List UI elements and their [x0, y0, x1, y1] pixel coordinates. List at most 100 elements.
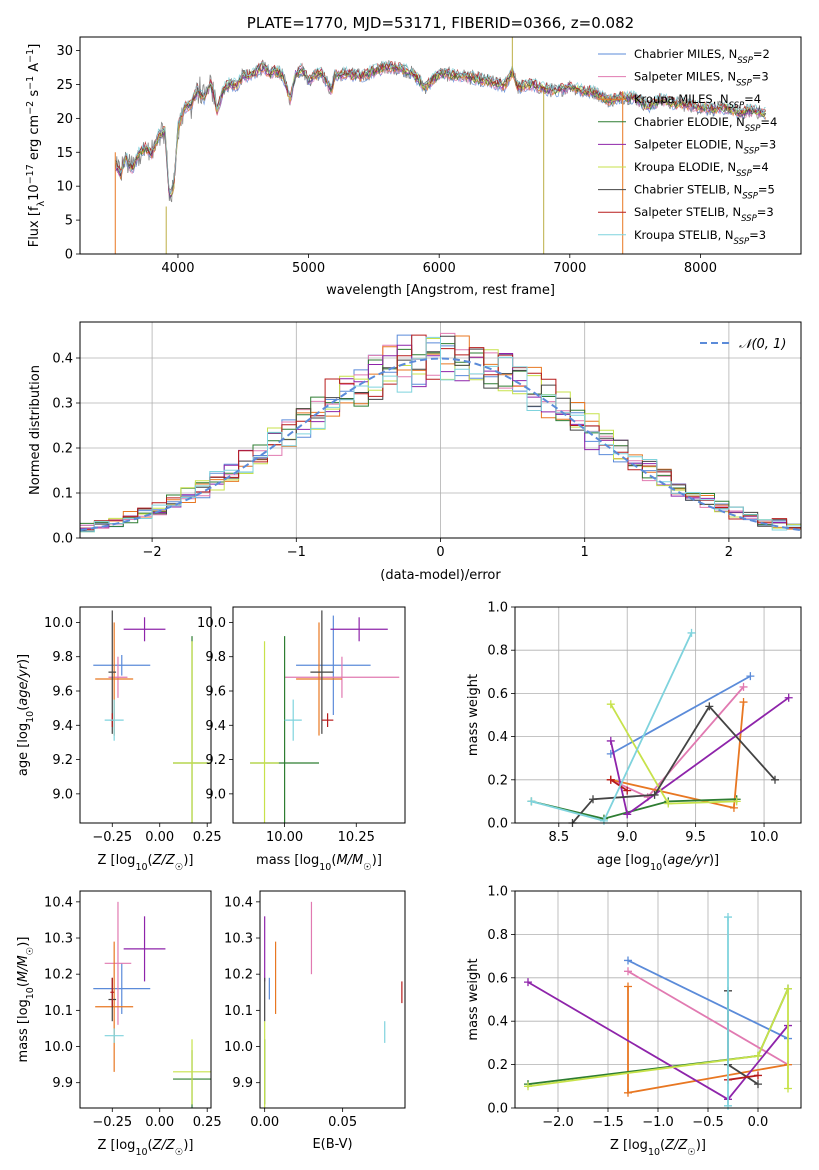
y-tick-label: 10.0 — [224, 1040, 253, 1055]
errorbar-salpeter_elodie — [330, 617, 388, 642]
label-part: 10 — [25, 711, 36, 723]
weight-series-chabrier_stelib — [571, 704, 776, 824]
weight-point-chabrier_stelib — [589, 795, 597, 804]
errorbar-salpeter_miles — [108, 656, 128, 698]
x-axis-label: Z [log10(Z/Z☉)] — [97, 1138, 193, 1158]
weight-point-salpeter_stelib — [606, 775, 615, 784]
x-axis-label: wavelength [Angstrom, rest frame] — [326, 283, 555, 298]
legend-tail: =2 — [753, 47, 770, 61]
legend-tail: =4 — [760, 115, 777, 129]
legend-entry: Kroupa MILES, NSSP=4 — [634, 92, 761, 111]
legend-entry: 𝒩(0, 1) — [739, 337, 786, 352]
label-part: log — [299, 853, 319, 868]
errorbar-kroupa_elodie — [250, 641, 279, 823]
legend-sub: SSP — [744, 146, 760, 156]
y-tick-label: 0.3 — [52, 397, 73, 412]
axes-3: 10.00 10.25 9.0 9.2 9.4 9.6 9.8 10.0 — [197, 616, 375, 845]
weight-lines — [527, 628, 793, 827]
weight-point-chabrier_stelib — [705, 702, 714, 711]
label-part: ( — [660, 1138, 665, 1153]
axes-frame — [514, 606, 802, 824]
y-tick-label: 1.0 — [487, 601, 508, 616]
label-part: ☉ — [175, 1147, 184, 1158]
weight-point-salpeter_elodie — [524, 978, 532, 987]
y-tick-label: 0.6 — [487, 971, 508, 986]
x-tick-label: 5000 — [292, 261, 325, 276]
weight-point-chabrier_miles — [746, 672, 755, 681]
label-part: erg cm — [27, 115, 42, 164]
y-tick-label: 10.3 — [44, 932, 73, 947]
x-tick-label: 0.05 — [328, 1115, 357, 1130]
y-tick-label: 9.2 — [52, 753, 73, 768]
y-axis-label: age [log10(age/yr)] — [16, 654, 36, 776]
label-part: ☉ — [687, 1147, 696, 1158]
axes-6: 0.00 0.05 9.9 10.0 10.1 10.2 10.3 10.4 — [224, 895, 357, 1130]
legend-entry: Kroupa ELODIE, NSSP=4 — [634, 160, 769, 179]
errorbar-salpeter_elodie — [123, 617, 166, 642]
y-tick-label: 10.1 — [44, 1004, 73, 1019]
legend-label: Kroupa STELIB, N — [634, 228, 734, 242]
errorbar-kroupa_stelib — [104, 699, 124, 741]
label-part: age/yr — [16, 662, 31, 705]
legend-sub: SSP — [745, 124, 761, 134]
x-tick-label: 10.00 — [266, 830, 303, 845]
legend-tail: =3 — [749, 228, 766, 242]
y-tick-label: 0.8 — [487, 928, 508, 943]
legend-tail: =3 — [757, 205, 774, 219]
model-chabrier_stelib — [115, 61, 766, 195]
axes-frame — [232, 606, 406, 824]
x-tick-label: −0.25 — [92, 1115, 132, 1130]
label-part: )] — [709, 853, 719, 868]
label-part: ( — [148, 1138, 153, 1153]
axes-frame — [79, 890, 212, 1109]
label-part: log — [628, 1138, 648, 1153]
label-part: ] — [27, 44, 42, 49]
legend-tail: =3 — [752, 70, 769, 84]
legend-sub: SSP — [736, 79, 752, 89]
legend-sub: SSP — [742, 192, 758, 202]
errorbars — [264, 901, 403, 1108]
label-part: Flux [f — [27, 206, 42, 247]
weight-point-kroupa_miles — [624, 982, 632, 991]
x-axis-label: Z [log10(Z/Z☉)] — [97, 853, 193, 873]
weight-point-kroupa_elodie — [784, 1084, 792, 1093]
y-axis-label: Normed distribution — [28, 365, 43, 495]
y-tick-label: 9.9 — [52, 1076, 73, 1091]
label-part: Z [ — [97, 1138, 115, 1153]
label-part: 10 — [135, 1147, 147, 1158]
weight-series-chabrier_miles — [610, 675, 751, 755]
y-tick-label: 9.8 — [205, 650, 226, 665]
y-tick-label: 9.4 — [205, 719, 226, 734]
label-part: −2 — [25, 101, 36, 115]
y-tick-label: 5 — [65, 214, 73, 229]
x-tick-label: 2 — [725, 545, 733, 560]
y-tick-label: 0.4 — [52, 352, 73, 367]
y-axis-label: mass weight — [466, 674, 481, 756]
label-part: −1 — [25, 76, 36, 90]
axes-1: −2 −1 0 1 2 0.0 0.1 0.2 0.3 0.4 — [52, 322, 801, 560]
legend-label: Salpeter ELODIE, N — [634, 137, 744, 151]
y-tick-label: 9.0 — [52, 787, 73, 802]
label-part: Z/Z — [152, 1138, 176, 1153]
legend-tail: =4 — [744, 92, 761, 106]
weight-point-chabrier_stelib — [771, 775, 779, 784]
axes-frame — [259, 890, 406, 1109]
weight-point-salpeter_elodie — [784, 693, 793, 702]
label-part: 10 — [25, 987, 36, 999]
label-part: 10 — [135, 862, 147, 873]
y-axis-label: Flux [fλ10−17 erg cm−2 s−1 A−1] — [25, 44, 47, 248]
x-tick-label: 8.5 — [548, 830, 569, 845]
legend-entry: Kroupa STELIB, NSSP=3 — [634, 228, 766, 247]
errorbar-kroupa_miles — [95, 941, 134, 1072]
errorbars — [93, 901, 211, 1108]
weight-point-kroupa_elodie — [524, 1082, 532, 1091]
weight-point-kroupa_stelib — [687, 628, 696, 637]
legend-label: Chabrier ELODIE, N — [634, 115, 745, 129]
label-part: ☉ — [25, 947, 36, 956]
errorbar-chabrier_stelib — [310, 610, 334, 734]
weight-point-chabrier_stelib — [650, 790, 659, 799]
legend-entry: Salpeter MILES, NSSP=3 — [634, 70, 769, 89]
y-tick-label: 9.2 — [205, 753, 226, 768]
